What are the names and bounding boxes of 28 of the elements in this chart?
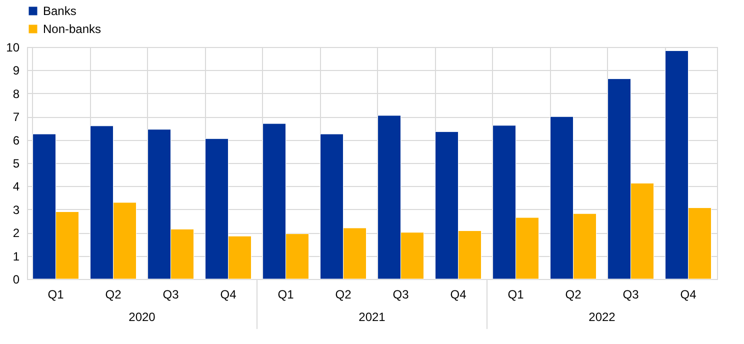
- x-tick-label: Q1: [278, 288, 294, 302]
- y-tick-label: 8: [12, 86, 20, 101]
- x-tick-label: Q3: [392, 288, 410, 302]
- y-tick-label: 6: [12, 133, 20, 148]
- y-tick-label: 4: [12, 180, 20, 194]
- x-tick-label: Q1: [508, 288, 524, 302]
- legend-label: Banks: [43, 4, 76, 18]
- y-tick-label: 5: [12, 156, 20, 170]
- x-tick-label: Q3: [622, 288, 640, 302]
- x-tick-label: Q4: [220, 288, 237, 302]
- legend-label: Non-banks: [43, 22, 102, 36]
- x-tick-label: Q2: [565, 288, 582, 302]
- y-tick-label: 3: [12, 202, 20, 217]
- x-tick-label: Q2: [335, 288, 352, 302]
- text: 2021: [358, 310, 386, 324]
- text: 2022: [588, 310, 616, 324]
- y-tick-label: 1: [12, 249, 20, 264]
- x-tick-label: Q3: [162, 288, 180, 302]
- x-tick-label: Q1: [48, 288, 64, 302]
- x-tick-label: Q4: [680, 288, 697, 302]
- y-tick-label: 7: [12, 110, 20, 124]
- x-tick-label: Q4: [450, 288, 467, 302]
- y-tick-label: 9: [12, 64, 20, 78]
- y-tick-label: 10: [6, 40, 20, 54]
- text: 2020: [128, 310, 156, 324]
- x-tick-label: Q2: [105, 288, 122, 302]
- y-tick-label: 2: [12, 226, 20, 240]
- y-tick-label: 0: [12, 272, 20, 286]
